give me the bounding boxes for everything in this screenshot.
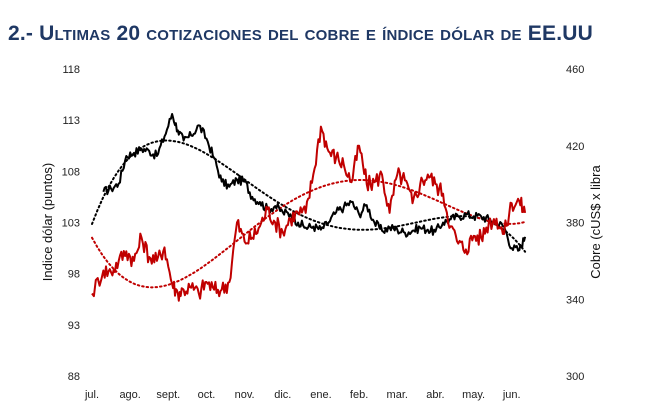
x-tick-label: ene.	[310, 389, 331, 401]
y2-axis-label: Cobre (cUS$ x libra	[588, 165, 603, 279]
x-tick-label: ago.	[119, 389, 140, 401]
series-line	[91, 125, 527, 302]
x-tick-label: oct.	[198, 389, 216, 401]
page-title: 2.- Ultimas 20 cotizaciones del cobre e …	[8, 22, 593, 45]
left-tick-label: 108	[62, 166, 80, 178]
x-tick-label: may.	[462, 389, 485, 401]
right-tick-label: 300	[566, 371, 584, 383]
x-tick-label: jul.	[84, 389, 99, 401]
x-tick-label: mar.	[387, 389, 408, 401]
left-tick-label: 93	[68, 320, 80, 332]
right-tick-label: 460	[566, 64, 584, 76]
y-axis-label: Indice dólar (puntos)	[40, 163, 55, 282]
trendlines	[91, 139, 527, 289]
right-tick-label: 380	[566, 218, 584, 230]
trendline	[91, 139, 527, 253]
x-tick-label: jun.	[502, 389, 521, 401]
x-tick-label: dic.	[274, 389, 291, 401]
x-tick-label: feb.	[350, 389, 368, 401]
left-tick-label: 118	[62, 64, 80, 76]
x-tick-label: abr.	[426, 389, 444, 401]
left-tick-label: 98	[68, 269, 80, 281]
trendline	[91, 179, 527, 289]
right-tick-label: 420	[566, 141, 584, 153]
x-tick-label: sept.	[156, 389, 180, 401]
left-axis-ticks: 88 93 98 103 108 113 118	[62, 64, 80, 383]
series-lines	[91, 113, 527, 302]
series-line	[102, 113, 527, 252]
right-axis-ticks: 300 340 380 420 460	[566, 64, 584, 383]
x-tick-label: nov.	[235, 389, 255, 401]
left-tick-label: 103	[62, 218, 80, 230]
left-tick-label: 113	[62, 115, 80, 127]
left-tick-label: 88	[68, 371, 80, 383]
x-axis-ticks: jul. ago. sept. oct. nov. dic. ene. feb. mar. abr…	[84, 389, 521, 401]
right-tick-label: 340	[566, 294, 584, 306]
